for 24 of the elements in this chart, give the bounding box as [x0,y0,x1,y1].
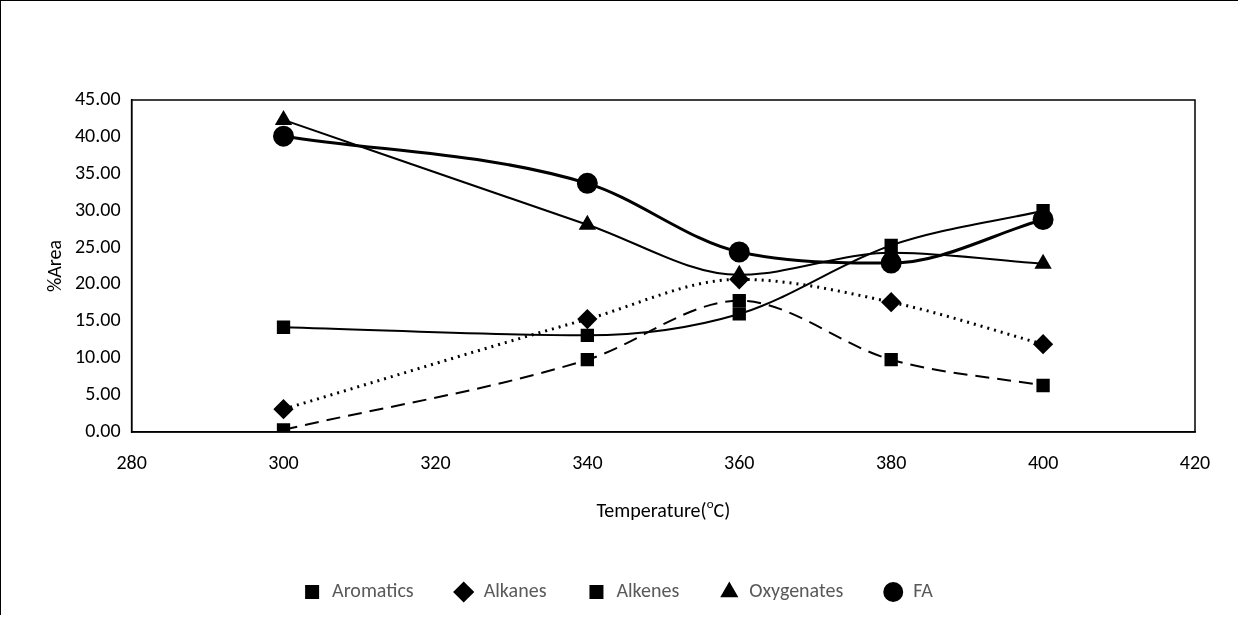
legend-label: Aromatics [332,578,414,602]
legend-label: FA [913,578,934,602]
x-tick-label: 280 [116,450,147,474]
y-tick-label: 35.00 [74,159,121,184]
x-tick-label: 400 [1027,450,1059,474]
x-tick-label: 300 [268,450,299,474]
legend-label: Alkanes [483,578,547,602]
y-tick-label: 5.00 [85,381,121,406]
x-tick-label: 380 [875,450,907,474]
legend-label: Oxygenates [749,578,844,602]
x-tick-label: 340 [572,450,603,474]
y-axis-title: %Area [42,239,66,293]
y-tick-label: 20.00 [74,270,121,295]
legend-label: Alkenes [616,578,680,602]
y-tick-label: 0.00 [85,418,121,442]
x-tick-label: 360 [724,450,755,474]
y-tick-label: 45.00 [74,86,121,110]
y-tick-label: 15.00 [74,307,121,332]
x-tick-label: 420 [1179,450,1211,474]
y-tick-label: 10.00 [74,344,121,369]
y-tick-label: 25.00 [74,233,121,258]
y-tick-label: 40.00 [74,122,121,147]
x-tick-label: 320 [420,450,451,474]
y-tick-label: 30.00 [74,196,121,221]
